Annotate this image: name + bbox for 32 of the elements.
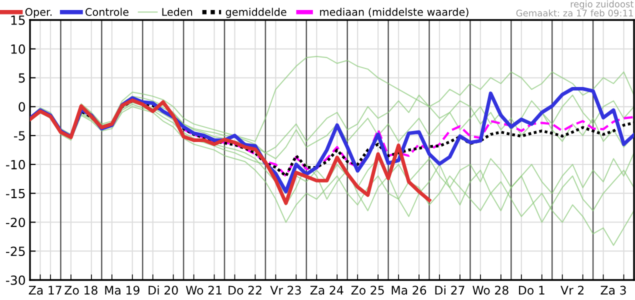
x-tick-label: Wo 21: [186, 286, 222, 295]
y-tick-label: 5: [18, 73, 25, 83]
y-tick-label: 0: [18, 102, 26, 112]
y-tick-label: -10: [6, 160, 26, 170]
x-tick-label: Zo 25: [351, 286, 384, 295]
y-tick-label: 10: [11, 44, 26, 54]
x-tick-label: Wo 28: [472, 286, 508, 295]
x-tick-label: Ma 26: [392, 286, 426, 295]
x-tick-label: Do 22: [228, 286, 262, 295]
x-tick-label: Di 27: [435, 286, 464, 295]
x-tick-label: Vr 2: [560, 286, 584, 295]
text: regio zuidoost: [570, 0, 634, 10]
legend-label: Oper.: [25, 8, 52, 18]
x-tick-label: Do 1: [518, 286, 544, 295]
x-tick-label: Zo 18: [64, 286, 98, 295]
y-tick-label: -15: [6, 188, 25, 198]
legend-label: mediaan (middelste waarde): [320, 8, 468, 18]
x-tick-label: Za 24: [310, 286, 344, 295]
x-tick-label: Vr 23: [270, 286, 301, 295]
y-tick-label: 15: [11, 16, 25, 25]
y-tick-label: -30: [6, 275, 26, 285]
legend-label: gemiddelde: [226, 8, 286, 18]
x-tick-label: Za 17: [28, 286, 62, 295]
y-tick-label: -5: [14, 131, 25, 140]
x-tick-label: Ma 19: [105, 286, 140, 295]
y-tick-label: -25: [6, 246, 25, 256]
y-tick-label: -20: [6, 218, 26, 228]
text: Gemaakt: za 17 feb 09:11: [516, 10, 633, 16]
legend-label: Leden: [162, 8, 192, 16]
legend-label: Controle: [86, 8, 128, 16]
x-tick-label: Za 3: [600, 286, 626, 295]
x-tick-label: Di 20: [148, 286, 178, 295]
